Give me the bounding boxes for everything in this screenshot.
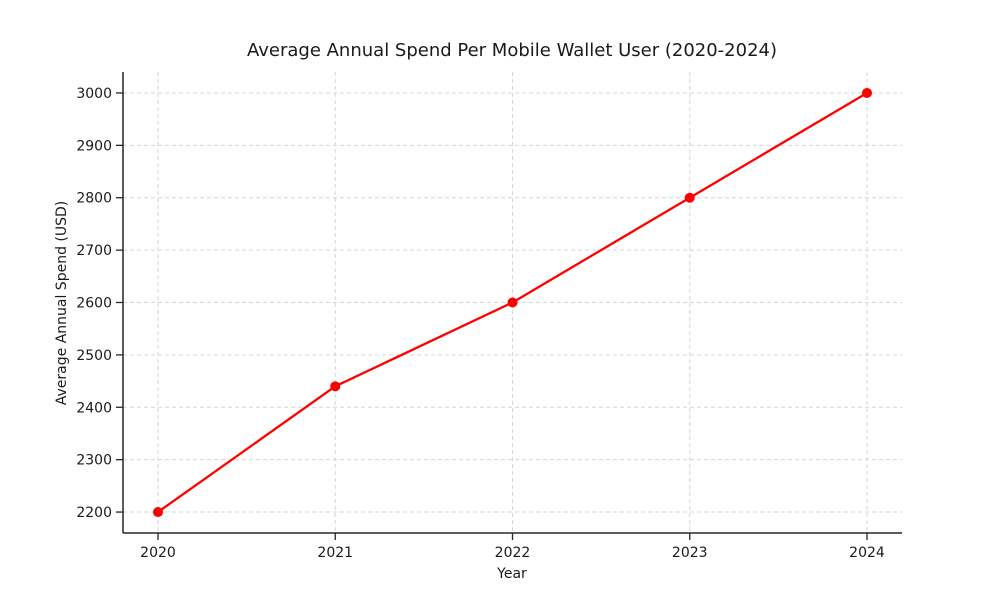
data-point: [862, 87, 872, 98]
x-tick-label: 2022: [495, 545, 531, 561]
y-tick-label: 2200: [76, 505, 112, 521]
x-tick-label: 2021: [317, 545, 353, 561]
gridlines: [123, 72, 902, 533]
y-tick-label: 2400: [76, 400, 112, 416]
y-tick-label: 2900: [76, 138, 112, 154]
y-tick-label: 2800: [76, 191, 112, 207]
chart-title: Average Annual Spend Per Mobile Wallet U…: [247, 40, 777, 61]
x-tick-label: 2024: [849, 545, 885, 561]
data-point: [684, 192, 695, 203]
y-tick-label: 2500: [76, 348, 112, 364]
x-tick-label: 2023: [672, 545, 708, 561]
y-tick-label: 2700: [76, 243, 112, 259]
tick-labels: 2200 2300 2400 2500 2600 2700 2800 2900 3000 2020…: [76, 86, 885, 561]
x-tick-label: 2020: [140, 545, 176, 561]
y-axis-label: Average Annual Spend (USD): [54, 201, 70, 406]
y-tick-label: 3000: [76, 86, 112, 102]
y-tick-label: 2600: [76, 296, 112, 312]
axes: [116, 72, 902, 540]
data-point: [507, 297, 518, 308]
y-tick-label: 2300: [76, 453, 112, 469]
data-point: [153, 507, 163, 518]
x-axis-label: Year: [496, 566, 527, 582]
data-point: [330, 381, 341, 392]
data-series: [153, 87, 872, 518]
